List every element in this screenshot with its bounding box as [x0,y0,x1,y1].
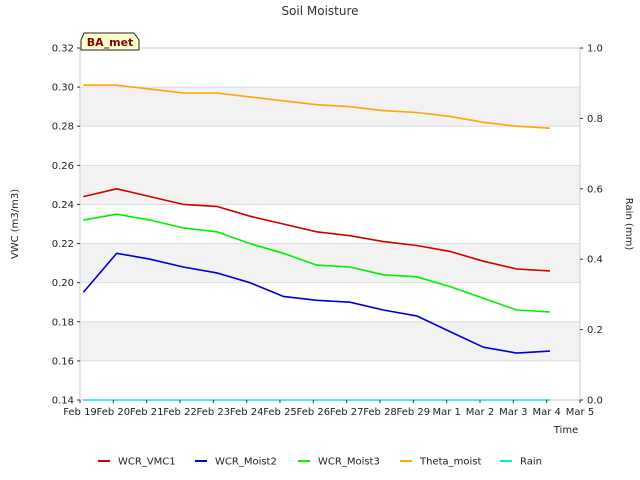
background-band [80,321,580,361]
y-tick-label: 0.20 [52,278,74,289]
y-tick-label: 0.18 [52,317,74,328]
x-tick-label: Feb 25 [263,407,297,418]
series-layer [82,84,551,401]
x-axis-label: Time [553,425,578,436]
x-tick-label: Feb 29 [397,407,431,418]
x-tick-label: Feb 28 [363,407,397,418]
y2-tick-label: 0.8 [587,114,603,125]
background-band [80,87,580,127]
y-tick-label: 0.22 [52,239,74,250]
y2-tick-label: 0.4 [587,255,603,266]
x-tick-label: Feb 24 [230,407,264,418]
x-tick-label: Feb 27 [330,407,364,418]
legend-label: WCR_Moist2 [215,457,277,468]
x-axis-ticks: Feb 19 Feb 20 Feb 21 Feb 22 Feb 23 Feb 24 Feb … [63,400,594,418]
legend-label: Rain [520,457,542,468]
background-bands [80,87,580,361]
y2-axis-ticks: 0.0 0.2 0.4 0.6 0.8 1.0 [580,44,603,407]
x-tick-label: Feb 21 [130,407,164,418]
x-tick-label: Feb 19 [63,407,97,418]
x-tick-label: Mar 2 [466,407,494,418]
x-tick-label: Feb 26 [297,407,331,418]
series-line-wcr-moist2 [82,252,551,354]
y-tick-label: 0.26 [52,161,74,172]
legend-label: WCR_VMC1 [118,457,176,468]
x-tick-label: Mar 5 [566,407,594,418]
y-tick-label: 0.30 [52,83,74,94]
y-tick-label: 0.24 [52,200,74,211]
station-tag-label: BA_met [87,36,134,49]
x-tick-label: Feb 23 [197,407,231,418]
legend-label: Theta_moist [419,457,481,468]
y-tick-label: 0.28 [52,122,74,133]
x-tick-label: Feb 22 [163,407,197,418]
y2-tick-label: 0.2 [587,325,603,336]
series-line-theta-moist [83,84,551,129]
y-tick-label: 0.16 [52,356,74,367]
x-tick-label: Mar 4 [532,407,560,418]
series-line-wcr-moist3 [83,213,551,313]
legend: WCR_VMC1 WCR_Moist2 WCR_Moist3 Theta_moist R… [98,457,542,468]
background-band [80,165,580,205]
x-tick-label: Feb 20 [97,407,131,418]
y2-tick-label: 1.0 [587,44,603,55]
station-tag: BA_met [80,32,140,51]
chart-title: Soil Moisture [281,4,358,18]
series-line-wcr-vmc1 [83,188,551,272]
x-tick-label: Mar 3 [499,407,527,418]
y-tick-label: 0.14 [52,396,74,407]
y2-tick-label: 0.0 [587,396,603,407]
background-band [80,243,580,283]
y2-axis-label: Rain (mm) [623,198,634,251]
y2-tick-label: 0.6 [587,184,603,195]
x-tick-label: Mar 1 [432,407,460,418]
y-tick-label: 0.32 [52,44,74,55]
legend-label: WCR_Moist3 [318,457,380,468]
y-axis-ticks: 0.14 0.16 0.18 0.20 0.22 0.24 0.26 0.28 0.30 0.32 [52,44,80,407]
y-axis-label: VWC (m3/m3) [10,189,21,259]
